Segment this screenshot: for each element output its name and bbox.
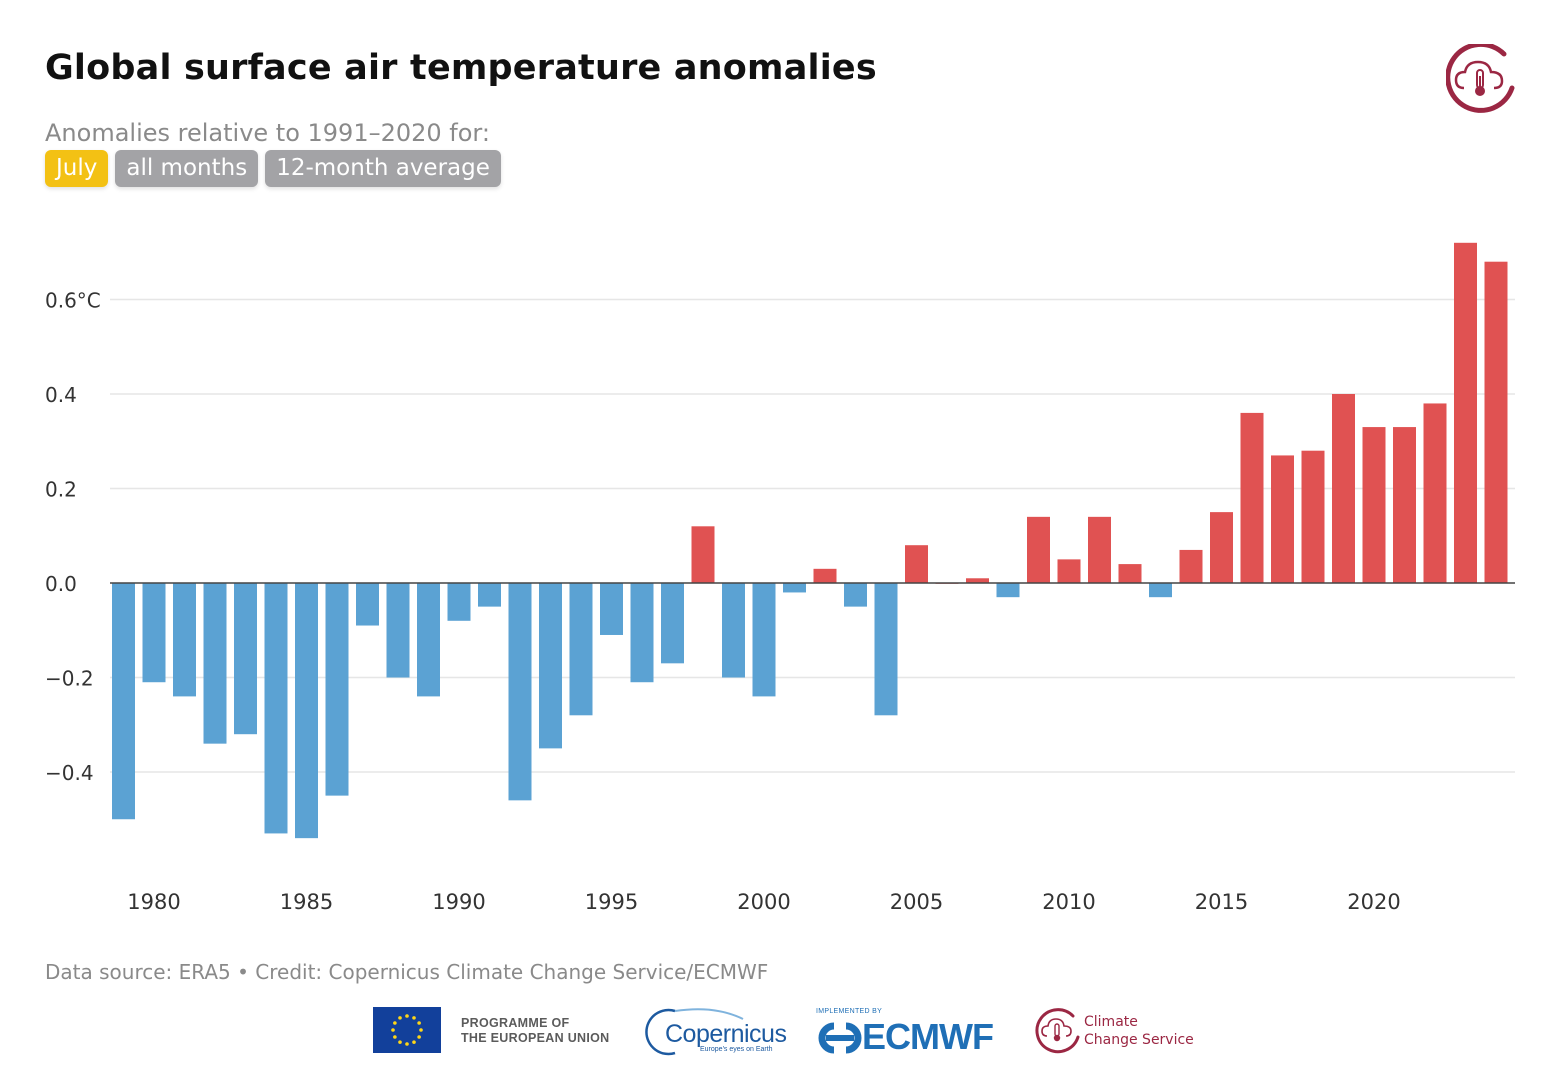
eu-star xyxy=(419,1028,423,1032)
bar-1996[interactable] xyxy=(630,583,654,683)
c3s-wordmark: Climate Change Service xyxy=(1084,1014,1194,1048)
eu-star xyxy=(412,1016,416,1020)
bar-2000[interactable] xyxy=(752,583,776,697)
eu-star xyxy=(412,1040,416,1044)
bar-1983[interactable] xyxy=(234,583,257,735)
eu-programme-text: PROGRAMME OF THE EUROPEAN UNION xyxy=(461,1016,610,1045)
bar-2015[interactable] xyxy=(1210,512,1233,583)
bar-2022[interactable] xyxy=(1423,403,1447,583)
bar-1998[interactable] xyxy=(691,526,715,583)
bar-2021[interactable] xyxy=(1393,427,1416,583)
anomaly-bar-chart: −0.4 −0.2 0.0 0.2 0.4 0.6°C 1980 1985 1990 1995 20… xyxy=(45,242,1515,914)
bar-1979[interactable] xyxy=(112,583,135,820)
x-tick-label: 2010 xyxy=(1042,890,1095,914)
x-tick-label: 2005 xyxy=(890,890,943,914)
bar-1988[interactable] xyxy=(386,583,410,678)
bar-1993[interactable] xyxy=(539,583,562,749)
bar-2001[interactable] xyxy=(783,583,806,593)
bar-2004[interactable] xyxy=(874,583,898,716)
eu-flag-icon xyxy=(373,1007,441,1053)
bar-1999[interactable] xyxy=(722,583,745,678)
x-tick-label: 2015 xyxy=(1195,890,1248,914)
x-tick-label: 1995 xyxy=(585,890,638,914)
bar-2013[interactable] xyxy=(1149,583,1172,598)
bar-1981[interactable] xyxy=(173,583,196,697)
bar-1982[interactable] xyxy=(203,583,227,744)
x-tick-label: 1985 xyxy=(280,890,333,914)
bar-2019[interactable] xyxy=(1332,394,1355,583)
axes: −0.4 −0.2 0.0 0.2 0.4 0.6°C 1980 1985 1990 1995 20… xyxy=(45,289,1515,914)
bar-2020[interactable] xyxy=(1362,427,1386,583)
copernicus-logo-icon xyxy=(645,1008,744,1056)
bar-2023[interactable] xyxy=(1454,242,1477,584)
bar-2017[interactable] xyxy=(1271,455,1294,583)
implemented-by-label: IMPLEMENTED BY xyxy=(816,1008,883,1015)
copernicus-tagline: Europe's eyes on Earth xyxy=(700,1046,773,1053)
x-tick-label: 2020 xyxy=(1347,890,1400,914)
bar-1991[interactable] xyxy=(478,583,501,607)
eu-star xyxy=(417,1021,421,1025)
bar-1997[interactable] xyxy=(661,583,684,664)
c3s-small-logo-icon xyxy=(1035,1008,1080,1054)
eu-star xyxy=(393,1035,397,1039)
copernicus-wordmark: Copernicus xyxy=(665,1020,787,1048)
bar-2007[interactable] xyxy=(966,578,989,583)
eu-star xyxy=(405,1014,409,1018)
data-source-credit: Data source: ERA5 • Credit: Copernicus C… xyxy=(45,960,769,984)
bar-1980[interactable] xyxy=(142,583,166,683)
bar-1990[interactable] xyxy=(447,583,471,621)
chart-subtitle: Anomalies relative to 1991–2020 for: xyxy=(45,119,490,147)
chart-title: Global surface air temperature anomalies xyxy=(45,48,877,88)
bar-2010[interactable] xyxy=(1057,559,1081,583)
bar-1987[interactable] xyxy=(356,583,379,626)
eu-star xyxy=(398,1040,402,1044)
bar-2018[interactable] xyxy=(1301,450,1325,583)
period-toggle-group: July all months 12-month average xyxy=(45,150,501,187)
eu-star xyxy=(398,1016,402,1020)
x-tick-label: 1980 xyxy=(127,890,180,914)
bar-2003[interactable] xyxy=(844,583,867,607)
eu-star xyxy=(417,1035,421,1039)
y-tick-label: 0.0 xyxy=(45,572,77,596)
bar-2014[interactable] xyxy=(1179,549,1203,583)
x-tick-label: 2000 xyxy=(737,890,790,914)
bar-2009[interactable] xyxy=(1027,516,1050,583)
y-tick-label: −0.4 xyxy=(45,761,94,785)
bar-1995[interactable] xyxy=(600,583,623,635)
y-tick-label: 0.2 xyxy=(45,478,77,502)
bar-1984[interactable] xyxy=(264,583,288,834)
ecmwf-wordmark: ECMWF xyxy=(862,1016,994,1057)
bar-1994[interactable] xyxy=(569,583,593,716)
eu-star xyxy=(405,1042,409,1046)
bar-1989[interactable] xyxy=(417,583,440,697)
toggle-july[interactable]: July xyxy=(45,150,109,187)
y-tick-label: 0.6°C xyxy=(45,289,101,313)
bar-1992[interactable] xyxy=(508,583,532,801)
bar-2008[interactable] xyxy=(996,583,1020,598)
c3s-thermometer-logo-icon xyxy=(1446,44,1515,113)
toggle-all-months[interactable]: all months xyxy=(115,150,259,187)
toggle-12-month-average[interactable]: 12-month average xyxy=(265,150,501,187)
eu-star xyxy=(391,1028,395,1032)
bar-2011[interactable] xyxy=(1088,516,1111,583)
bar-2012[interactable] xyxy=(1118,564,1142,583)
bar-2024[interactable] xyxy=(1484,261,1508,583)
bar-1986[interactable] xyxy=(325,583,349,796)
bars xyxy=(112,242,1508,839)
x-tick-label: 1990 xyxy=(432,890,485,914)
bar-2016[interactable] xyxy=(1240,412,1264,583)
y-tick-label: −0.2 xyxy=(45,667,94,691)
ecmwf-symbol-icon xyxy=(818,1022,862,1054)
y-tick-label: 0.4 xyxy=(45,383,77,407)
bar-2005[interactable] xyxy=(905,545,928,583)
bar-2002[interactable] xyxy=(813,568,837,583)
bar-1985[interactable] xyxy=(295,583,318,839)
eu-star xyxy=(393,1021,397,1025)
